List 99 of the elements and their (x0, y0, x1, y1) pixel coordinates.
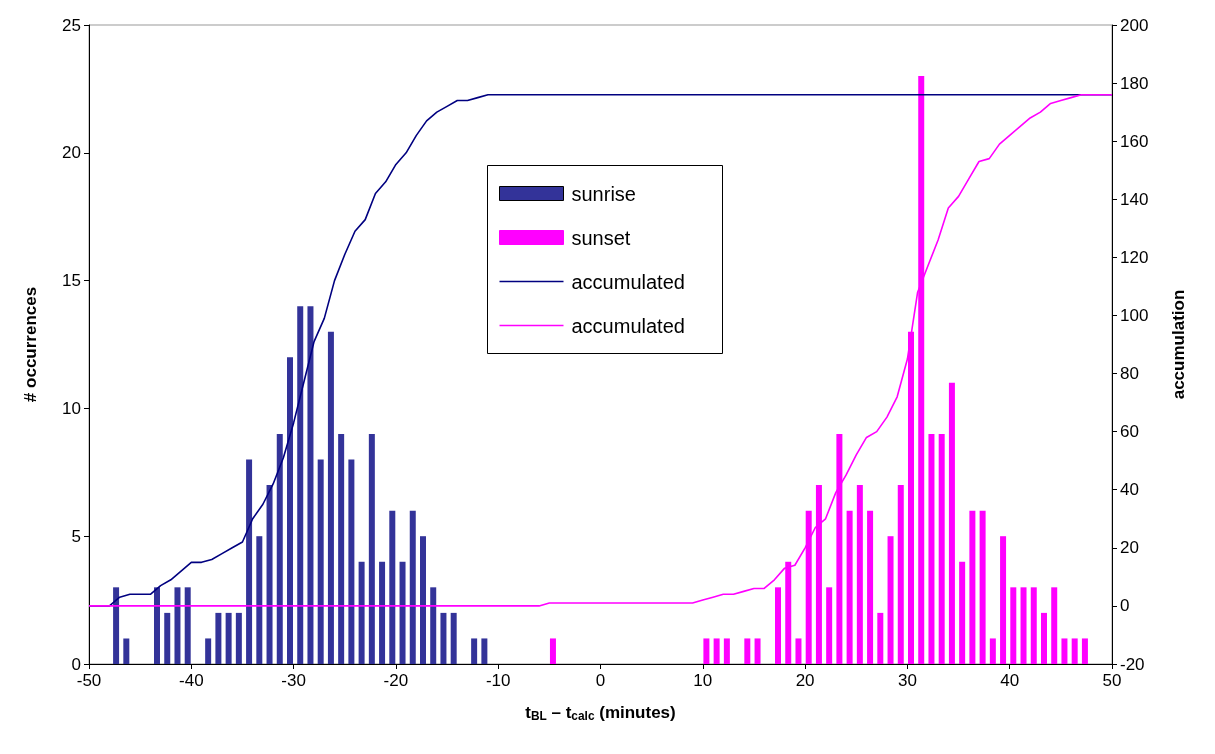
bar (897, 485, 904, 664)
bar (948, 382, 955, 664)
bar (368, 433, 375, 664)
bar (409, 510, 416, 664)
bar (430, 587, 437, 664)
bar (297, 306, 304, 664)
bar (754, 638, 761, 664)
y2-tick-label: 120 (1120, 247, 1149, 267)
bar (1000, 536, 1007, 664)
y2-tick-label: 140 (1120, 189, 1149, 209)
bar (327, 331, 334, 664)
x-tick-label: -50 (76, 671, 102, 690)
bar (215, 612, 222, 664)
bar (113, 587, 120, 664)
y2-tick-label: 160 (1120, 131, 1149, 151)
y2-tick-label: 20 (1120, 538, 1139, 558)
bar (938, 433, 945, 664)
bar (795, 638, 802, 664)
bar (1030, 587, 1037, 664)
bar (979, 510, 986, 664)
bar (307, 306, 314, 664)
bar (256, 536, 263, 664)
x-tick-label: -30 (281, 671, 306, 690)
y-tick-label: 5 (71, 526, 81, 546)
bar (481, 638, 488, 664)
bar (419, 536, 426, 664)
x-tick-label: -20 (383, 671, 409, 690)
y-axis-title: # occurrences (21, 286, 40, 403)
bar (205, 638, 212, 664)
y2-tick-label: 100 (1120, 305, 1149, 325)
bar (1071, 638, 1078, 664)
bar (450, 612, 457, 664)
y2-tick-label: 80 (1120, 364, 1139, 384)
bar (1020, 587, 1027, 664)
x-tick-label: 40 (1000, 671, 1020, 690)
bar (246, 459, 253, 664)
bar (1040, 612, 1047, 664)
bar (775, 587, 782, 664)
y2-tick-label: 180 (1120, 73, 1149, 93)
x-tick-label: -10 (485, 671, 511, 690)
bar (184, 587, 191, 664)
y2-tick-label: 60 (1120, 422, 1139, 442)
bar (1061, 638, 1068, 664)
bar (969, 510, 976, 664)
bar (887, 536, 894, 664)
bar (856, 485, 863, 664)
legend-label: sunset (571, 226, 631, 249)
bar (846, 510, 853, 664)
bar (358, 561, 365, 664)
bar (123, 638, 130, 664)
bar (713, 638, 720, 664)
bar (1081, 638, 1088, 664)
bar (703, 638, 710, 664)
y-tick-label: 20 (62, 143, 81, 163)
bar (959, 561, 966, 664)
bar (471, 638, 478, 664)
bar (928, 433, 935, 664)
bar (266, 485, 273, 664)
bar (348, 459, 355, 664)
y-tick-label: 25 (62, 15, 81, 35)
x-tick-label: -40 (179, 671, 204, 690)
bar (826, 587, 833, 664)
y2-tick-label: -20 (1120, 654, 1145, 674)
bar (867, 510, 874, 664)
x-tick-label: 10 (693, 671, 713, 690)
bar (317, 459, 324, 664)
y2-tick-label: 0 (1120, 596, 1130, 616)
x-tick-label: 20 (795, 671, 815, 690)
bar (164, 612, 171, 664)
y-tick-label: 15 (62, 271, 81, 291)
bar (338, 433, 345, 664)
legend-label: sunrise (571, 182, 636, 205)
x-tick-label: 0 (595, 671, 606, 690)
bar (287, 357, 293, 664)
bar (174, 587, 181, 664)
x-tick-label: 30 (897, 671, 917, 690)
bar (235, 612, 242, 664)
y-tick-label: 10 (62, 398, 81, 418)
legend-label: accumulated (571, 314, 685, 337)
y2-tick-label: 40 (1120, 480, 1139, 500)
bar (1010, 587, 1017, 664)
legend-label: accumulated (571, 270, 685, 293)
bar (276, 433, 283, 664)
y-tick-label: 0 (71, 654, 81, 674)
bar (440, 612, 447, 664)
bar (549, 638, 556, 664)
x-tick-label: 50 (1102, 671, 1122, 690)
bar (225, 612, 232, 664)
y2-axis-title: accumulation (1169, 289, 1188, 400)
bar (989, 638, 996, 664)
y2-tick-label: 200 (1120, 15, 1149, 35)
bar (154, 587, 161, 664)
bar (399, 561, 406, 664)
bar (723, 638, 730, 664)
bar (389, 510, 396, 664)
bar (877, 612, 884, 664)
bar (744, 638, 751, 664)
bar (379, 561, 386, 664)
bar (1051, 587, 1058, 664)
